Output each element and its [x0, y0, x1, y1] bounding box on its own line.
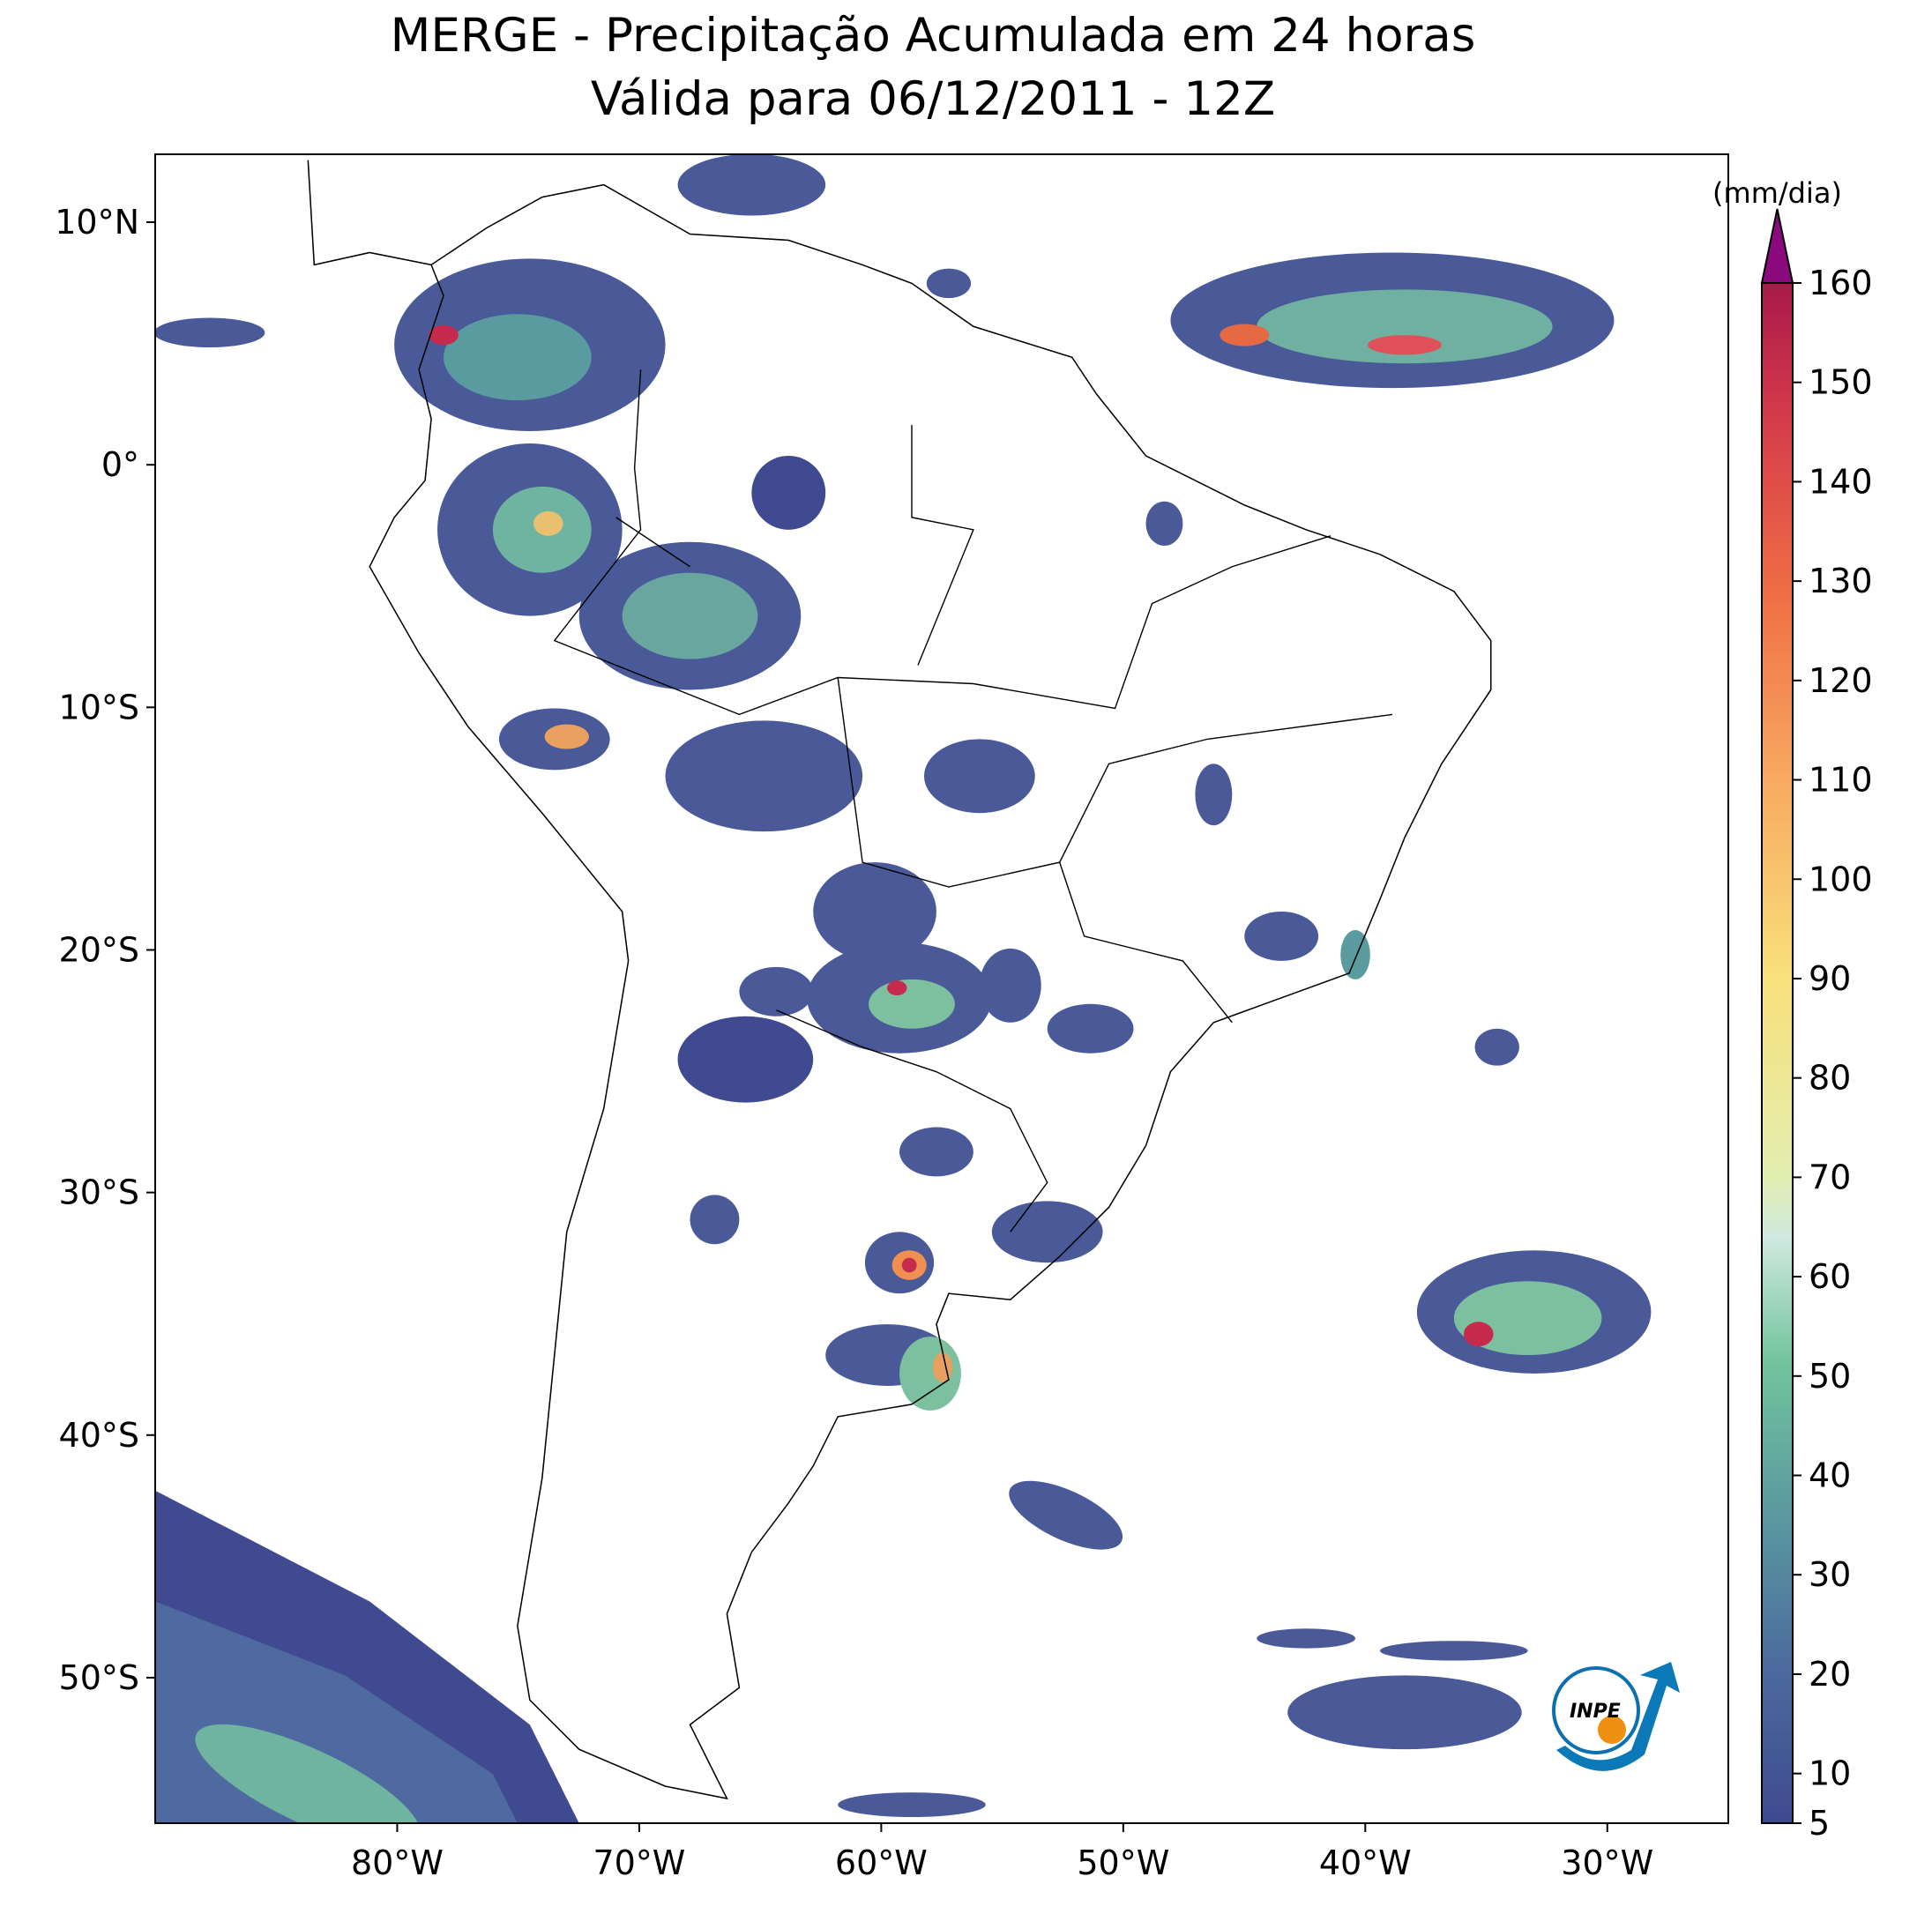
- colorbar-tick-label: 40: [1809, 1456, 1851, 1495]
- colorbar-tick-label: 10: [1809, 1754, 1851, 1793]
- colorbar-tick-label: 60: [1809, 1257, 1851, 1296]
- colorbar-extend: [1760, 208, 1794, 284]
- y-tick-label: 10°S: [59, 688, 139, 726]
- x-tick-label: 80°W: [351, 1843, 444, 1882]
- map-area: [155, 154, 1652, 1823]
- colorbar-tick-label: 30: [1809, 1555, 1851, 1594]
- colorbar-tick-label: 50: [1809, 1357, 1851, 1396]
- colorbar-tick-label: 90: [1809, 959, 1851, 998]
- colorbar-tick-label: 70: [1809, 1158, 1851, 1196]
- colorbar-tick-label: 100: [1809, 860, 1873, 898]
- colorbar-tick-label: 140: [1809, 462, 1873, 501]
- colorbar-tick-label: 80: [1809, 1059, 1851, 1098]
- y-tick-label: 20°S: [59, 930, 139, 969]
- y-tick-label: 30°S: [59, 1173, 139, 1212]
- x-tick-label: 30°W: [1561, 1843, 1653, 1882]
- logo-text: INPE: [1570, 1701, 1621, 1723]
- colorbar-tick-label: 120: [1809, 661, 1873, 700]
- x-tick-label: 60°W: [835, 1843, 928, 1882]
- colorbar-tick-label: 160: [1809, 264, 1873, 302]
- x-tick-label: 50°W: [1077, 1843, 1169, 1882]
- y-tick-label: 10°N: [55, 203, 139, 242]
- title: MERGE - Precipitação Acumulada em 24 hor…: [391, 9, 1476, 63]
- logo: INPE: [1552, 1662, 1680, 1771]
- x-tick-label: 70°W: [593, 1843, 685, 1882]
- colorbar-tick-label: 20: [1809, 1655, 1851, 1694]
- colorbar-tick-label: 5: [1809, 1804, 1830, 1843]
- colorbar-tick-label: 130: [1809, 562, 1873, 600]
- x-tick-label: 40°W: [1319, 1843, 1412, 1882]
- colorbar: [1761, 282, 1794, 1824]
- colorbar-label: (mm/dia): [1712, 176, 1842, 210]
- subtitle: Válida para 06/12/2011 - 12Z: [591, 72, 1275, 126]
- colorbar-tick-label: 110: [1809, 761, 1873, 800]
- map-frame: [154, 153, 1729, 1824]
- y-tick-label: 0°: [101, 445, 139, 484]
- y-tick-label: 40°S: [59, 1416, 139, 1455]
- map-art: [155, 154, 1652, 1823]
- y-tick-label: 50°S: [59, 1658, 139, 1697]
- colorbar-tick-label: 150: [1809, 363, 1873, 402]
